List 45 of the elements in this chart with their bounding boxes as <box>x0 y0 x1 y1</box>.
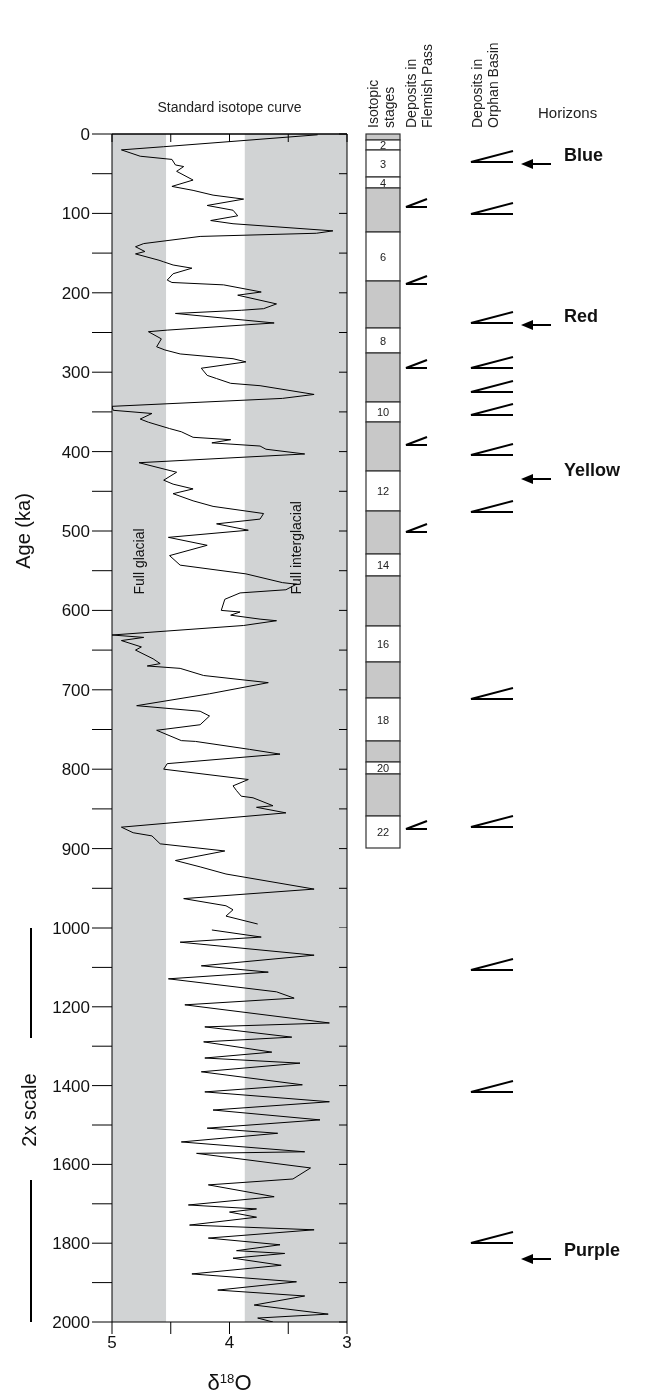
text: Deposits in Flemish Pass <box>403 43 435 128</box>
text: 16 <box>376 638 390 650</box>
y-tick-label: 900 <box>61 839 90 859</box>
y-tick-label: 500 <box>61 522 90 542</box>
x-tick-label: 4 <box>224 1333 235 1353</box>
chart-title: Standard isotope curve <box>157 99 302 115</box>
text: Isotopic stages <box>365 79 397 128</box>
text: 10 <box>376 406 390 418</box>
y-tick-label: 200 <box>61 283 90 303</box>
y-tick-label: 2000 <box>52 1313 90 1333</box>
text: Yellow <box>564 460 622 480</box>
y-tick-label: 1600 <box>52 1155 90 1175</box>
y-tick-label: 1200 <box>52 997 90 1017</box>
text: 2 <box>379 139 387 151</box>
text: Purple <box>564 1240 621 1260</box>
band-label: Full interglacial <box>287 501 304 595</box>
y-tick-label: 800 <box>61 760 90 780</box>
band-label: Full glacial <box>131 528 148 595</box>
y-tick-label: 100 <box>61 204 90 224</box>
text: 14 <box>376 559 390 571</box>
text: Horizons <box>538 104 598 121</box>
x-axis-title: δ$^{18}$O <box>207 1370 252 1395</box>
x-tick-label: 3 <box>342 1333 352 1353</box>
y-axis-title: Age (ka) <box>12 493 34 569</box>
text: Deposits in Orphan Basin <box>469 42 501 128</box>
y-tick-label: 1800 <box>52 1234 90 1254</box>
y-tick-label: 0 <box>80 125 90 145</box>
y-tick-label: 400 <box>61 442 90 462</box>
text: 3 <box>379 157 387 170</box>
text: 2x scale <box>18 1073 40 1147</box>
text: 8 <box>379 334 387 347</box>
x-tick-label: 5 <box>107 1333 117 1353</box>
text: 20 <box>376 762 390 774</box>
y-tick-label: 1400 <box>52 1076 90 1096</box>
text: Blue <box>564 145 604 165</box>
text: 6 <box>379 250 387 263</box>
text: 12 <box>376 485 390 497</box>
y-tick-label: 600 <box>61 601 90 621</box>
text: 18 <box>376 713 390 726</box>
text: 22 <box>376 826 390 838</box>
text: Red <box>564 306 599 326</box>
text: 4 <box>379 176 387 189</box>
y-tick-label: 300 <box>61 363 90 383</box>
y-tick-label: 1000 <box>52 919 90 939</box>
y-tick-label: 700 <box>61 680 90 700</box>
